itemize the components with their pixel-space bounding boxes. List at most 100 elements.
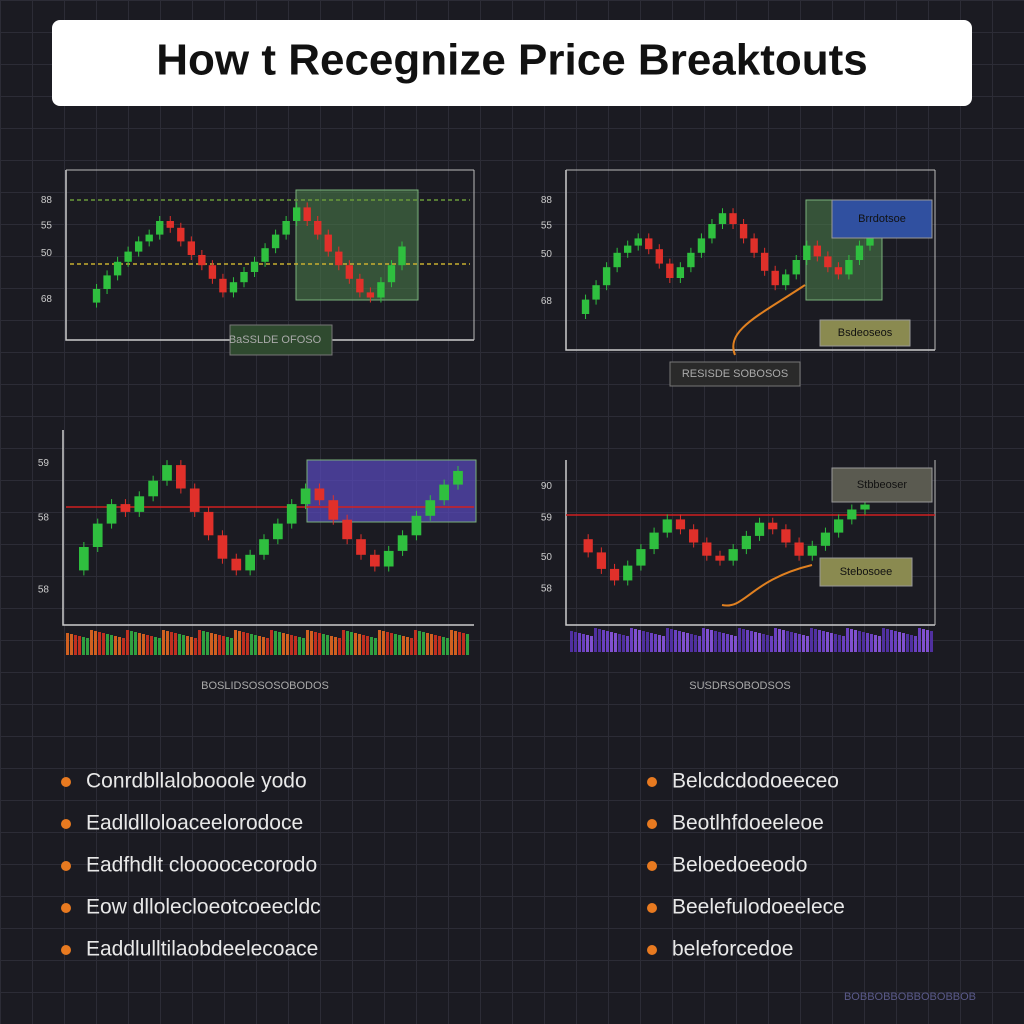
volume-bar [738, 628, 741, 652]
volume-bar [634, 629, 637, 652]
volume-bar [214, 634, 217, 655]
candle [259, 539, 269, 555]
volume-bar [106, 634, 109, 655]
volume-bar [770, 636, 773, 652]
candle [411, 515, 422, 536]
volume-bar [242, 632, 245, 655]
volume-bar [642, 631, 645, 652]
volume-bar [926, 630, 929, 652]
candle [666, 263, 674, 278]
tag-box [819, 557, 913, 587]
volume-bar [826, 632, 829, 652]
volume-bar [670, 629, 673, 652]
caption: BaSSLDE OFOSO [229, 334, 322, 346]
volume-bar [414, 630, 417, 655]
volume-bar [778, 629, 781, 652]
candle [866, 234, 874, 246]
volume-bar [174, 633, 177, 655]
volume-bar [394, 634, 397, 655]
volume-bar [78, 636, 81, 655]
caption: BOSLIDSOSOSOBODOS [201, 680, 329, 692]
candle [203, 511, 214, 536]
candle [314, 221, 322, 235]
volume-bar [830, 633, 833, 652]
volume-bar [466, 634, 469, 655]
volume-bar [902, 633, 905, 652]
bullet-dot [647, 861, 657, 871]
volume-bar [402, 636, 405, 655]
volume-bar [846, 628, 849, 652]
candle [687, 252, 695, 268]
candle [824, 256, 832, 268]
candle [702, 542, 712, 556]
volume-bar [274, 631, 277, 655]
volume-bar [650, 633, 653, 652]
volume-bar [906, 634, 909, 652]
bullet-text: Beelefulodoeelece [672, 896, 845, 919]
volume-bar [278, 632, 281, 655]
candle [750, 238, 758, 253]
candle [219, 278, 227, 293]
bullet-text: Beotlhfdoeeleoe [672, 812, 824, 835]
volume-bar [118, 637, 121, 655]
chart-frame [565, 170, 935, 351]
candle [397, 535, 408, 551]
volume-bar [314, 632, 317, 655]
volume-bar [782, 630, 785, 652]
candle [729, 213, 737, 224]
volume-bar [326, 635, 329, 655]
candle [229, 282, 238, 293]
candle [134, 241, 143, 252]
candle [741, 535, 751, 550]
volume-bar [806, 636, 809, 652]
volume-bar [438, 636, 441, 655]
tag-label: Stebosoee [840, 566, 893, 578]
volume-bar [294, 636, 297, 655]
candle [231, 558, 242, 571]
candle [645, 238, 653, 250]
volume-bar [370, 637, 373, 655]
candle [655, 249, 663, 264]
y-tick-label: 68 [41, 294, 53, 305]
tag-label: Brrdotsoe [858, 213, 906, 225]
candle [855, 245, 864, 260]
volume-bar [318, 633, 321, 655]
volume-bar [646, 632, 649, 652]
volume-bar [254, 635, 257, 655]
volume-bar [854, 630, 857, 652]
candle [689, 529, 699, 543]
volume-bar [350, 632, 353, 655]
volume-bar [722, 633, 725, 652]
volume-bar [882, 628, 885, 652]
bullet-text: Belcdcdodoeeceo [672, 770, 839, 793]
volume-bar [730, 635, 733, 652]
volume-bar [790, 632, 793, 652]
volume-bar [378, 630, 381, 655]
candle [79, 547, 89, 571]
candle [356, 278, 364, 293]
candle [845, 260, 853, 275]
candle [425, 500, 436, 516]
volume-bar [126, 630, 129, 655]
volume-bar [130, 631, 133, 655]
volume-bar [702, 628, 705, 652]
candle [609, 568, 620, 581]
arrow [732, 284, 806, 356]
chart-frame [65, 170, 474, 341]
volume-bar [710, 630, 713, 652]
volume-bar [874, 635, 877, 652]
volume-bar [146, 635, 149, 655]
volume-bar [706, 629, 709, 652]
volume-bar [194, 638, 197, 655]
volume-bar [258, 636, 261, 655]
volume-bar [310, 631, 313, 655]
volume-bar [618, 634, 621, 652]
volume-bar [362, 635, 365, 655]
volume-bar [786, 631, 789, 652]
y-tick-label: 68 [541, 296, 553, 307]
candle [240, 272, 248, 283]
volume-bar [866, 633, 869, 652]
tag-box [831, 199, 933, 239]
volume-bar [302, 638, 305, 655]
candle [792, 260, 800, 275]
